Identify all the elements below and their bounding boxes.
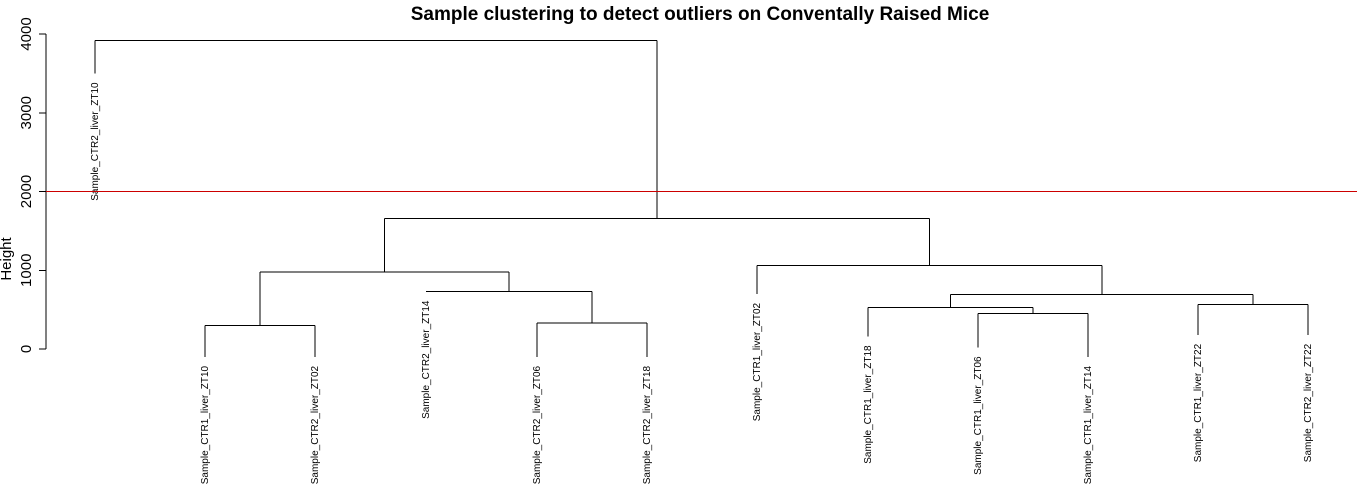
y-tick-label: 3000	[18, 96, 35, 129]
y-tick-group: 0 1000 2000 3000 4000	[18, 17, 46, 353]
leaf-label: Sample_CTR1_liver_ZT14	[1083, 365, 1094, 484]
leaf-label: Sample_CTR2_liver_ZT02	[310, 365, 321, 484]
y-axis-label: Height	[0, 236, 15, 280]
leaf-label-group: Sample_CTR2_liver_ZT10 Sample_CTR1_liver_…	[90, 82, 1314, 484]
leaf-label: Sample_CTR1_liver_ZT22	[1193, 343, 1204, 462]
dendrogram-branches	[94, 39, 1309, 357]
y-tick-label: 4000	[18, 17, 35, 50]
leaf-label: Sample_CTR1_liver_ZT18	[863, 345, 874, 464]
y-tick-label: 1000	[18, 254, 35, 287]
leaf-label: Sample_CTR1_liver_ZT06	[973, 356, 984, 475]
leaf-label: Sample_CTR2_liver_ZT06	[532, 365, 543, 484]
y-tick-label: 2000	[18, 175, 35, 208]
leaf-label: Sample_CTR1_liver_ZT02	[752, 302, 763, 421]
leaf-label: Sample_CTR2_liver_ZT14	[421, 300, 432, 419]
leaf-label: Sample_CTR2_liver_ZT22	[1303, 343, 1314, 462]
leaf-label: Sample_CTR2_liver_ZT18	[642, 365, 653, 484]
leaf-label: Sample_CTR2_liver_ZT10	[90, 82, 101, 201]
leaf-label: Sample_CTR1_liver_ZT10	[200, 365, 211, 484]
y-tick-label: 0	[18, 345, 35, 353]
chart-title: Sample clustering to detect outliers on …	[411, 4, 990, 25]
